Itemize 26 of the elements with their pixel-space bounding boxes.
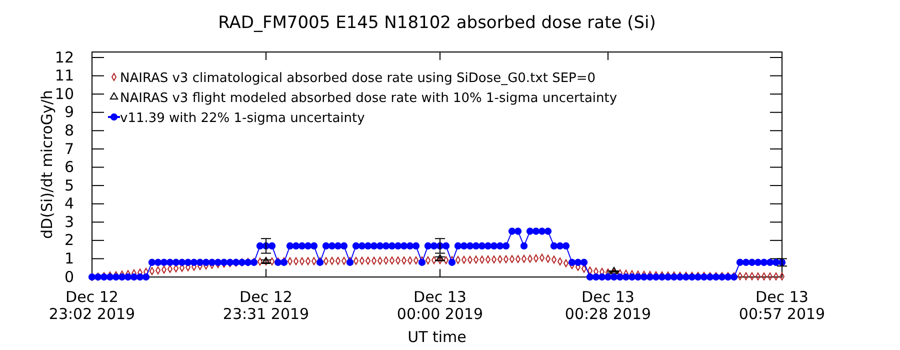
point [610,266,618,274]
y-tick-label: 3 [64,212,74,231]
y-tick-label: 7 [64,140,74,158]
y-tick-label: 1 [64,250,74,268]
y-tick-label: 12 [54,48,74,66]
x-tick-label: Dec 13 00:00 2019 [396,288,484,323]
y-tick-label: 10 [54,84,74,103]
y-tick-label: 0 [64,268,74,286]
legend-label: NAIRAS v3 climatological absorbed dose rate using SiDose_G0.txt SEP=0 [120,71,596,86]
point [436,254,444,262]
chart-title: RAD_FM7005 E145 N18102 absorbed dose rate (Si) [218,13,656,33]
y-tick-label: 9 [64,103,74,122]
y-tick-label: 2 [64,231,74,250]
x-tick-label: Dec 12 23:02 2019 [48,288,136,323]
y-tick-label: 4 [64,194,74,213]
legend-label: v11.39 with 22% 1-sigma uncertainty [120,111,366,126]
x-tick-label: Dec 12 23:31 2019 [222,288,310,323]
x-tick-label: Dec 13 00:28 2019 [564,288,652,323]
x-axis-title: UT time [408,328,466,346]
y-axis-title: dD(Si)/dt microGy/h [38,90,56,239]
y-tick-label: 6 [64,158,74,176]
legend-label: NAIRAS v3 flight modeled absorbed dose rate with 10% 1-sigma uncertainty [120,91,618,106]
y-tick-label: 5 [64,176,74,194]
x-tick-label: Dec 13 00:57 2019 [738,288,826,323]
y-tick-label: 8 [64,121,74,140]
y-tick-label: 11 [54,66,74,85]
